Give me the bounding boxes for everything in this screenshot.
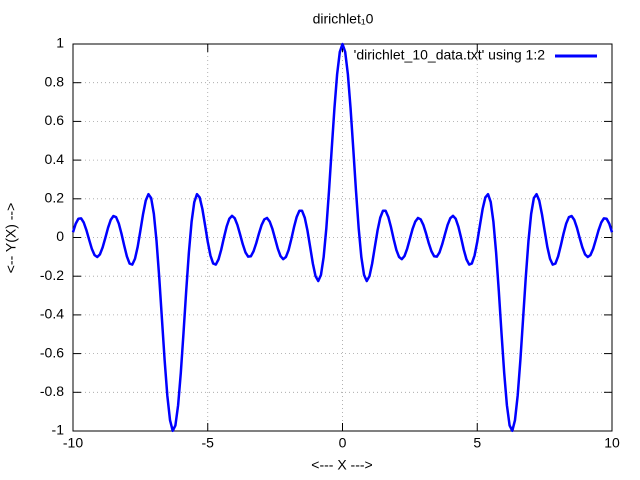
y-tick-label: -0.8 xyxy=(40,383,64,399)
y-tick-label: 0.4 xyxy=(45,151,65,167)
x-axis-label: <--- X ---> xyxy=(311,457,372,473)
x-tick-label: 5 xyxy=(473,435,481,451)
data-line xyxy=(71,42,614,433)
y-tick-label: -0.6 xyxy=(40,344,64,360)
chart-title: dirichlet₁0 xyxy=(313,11,374,27)
legend-label: 'dirichlet_10_data.txt' using 1:2 xyxy=(354,47,546,63)
y-tick-label: 0.8 xyxy=(45,73,65,89)
y-tick-label: 0.6 xyxy=(45,112,65,128)
x-tick-label: 0 xyxy=(339,435,347,451)
y-tick-label: -0.2 xyxy=(40,267,64,283)
x-tick-label: 10 xyxy=(604,435,620,451)
x-tick-label: -10 xyxy=(63,435,83,451)
y-tick-label: -1 xyxy=(52,422,65,438)
x-tick-label: -5 xyxy=(202,435,215,451)
y-tick-label: 0 xyxy=(56,228,64,244)
y-tick-label: 1 xyxy=(56,35,64,51)
y-axis-label: <-- Y(X) --> xyxy=(3,203,19,274)
y-tick-label: 0.2 xyxy=(45,190,65,206)
y-tick-label: -0.4 xyxy=(40,306,64,322)
